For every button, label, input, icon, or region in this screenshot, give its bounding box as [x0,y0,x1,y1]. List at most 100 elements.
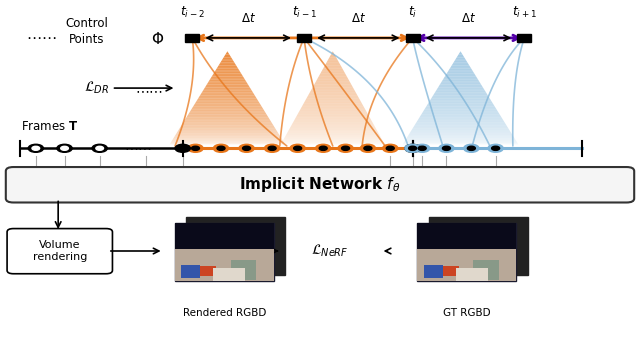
Polygon shape [419,116,502,118]
Polygon shape [179,128,276,130]
Polygon shape [184,119,271,121]
Polygon shape [412,128,509,130]
Circle shape [61,146,68,150]
Polygon shape [188,114,268,116]
Text: $\mathcal{L}_{NeRF}$: $\mathcal{L}_{NeRF}$ [311,243,348,259]
Circle shape [243,146,250,150]
Polygon shape [444,76,477,78]
Text: $t_0^1$: $t_0^1$ [94,167,105,186]
Polygon shape [227,51,228,53]
Polygon shape [287,132,379,133]
Polygon shape [325,64,340,66]
Text: $\cdots\cdots$: $\cdots\cdots$ [26,29,57,44]
Circle shape [290,144,305,152]
Circle shape [418,146,426,150]
Polygon shape [209,80,246,81]
Polygon shape [201,92,254,94]
Text: $\cdots\cdots$: $\cdots\cdots$ [135,83,163,97]
Bar [185,34,199,42]
Polygon shape [223,57,232,59]
Polygon shape [288,130,378,132]
Bar [406,34,420,42]
Circle shape [213,144,228,152]
Bar [200,266,216,276]
Bar [186,217,285,275]
Circle shape [442,146,451,150]
Polygon shape [413,127,508,128]
Polygon shape [423,110,498,111]
Polygon shape [295,118,371,119]
Text: $\Delta t$: $\Delta t$ [461,12,476,25]
Polygon shape [281,143,385,144]
Polygon shape [442,80,479,81]
Polygon shape [296,114,369,116]
Polygon shape [173,138,282,140]
Polygon shape [419,118,502,119]
Polygon shape [324,66,342,67]
Polygon shape [454,61,467,62]
Polygon shape [415,124,506,125]
Polygon shape [214,70,240,72]
Polygon shape [181,124,273,125]
Polygon shape [216,69,239,70]
Text: $t_{i-1}$: $t_{i-1}$ [380,167,401,180]
Text: $t_{i+1}$: $t_{i+1}$ [512,4,537,20]
Polygon shape [458,54,463,56]
Polygon shape [202,91,253,92]
Bar [230,260,256,280]
Circle shape [188,144,203,152]
Polygon shape [291,124,374,125]
Bar [175,249,274,281]
Polygon shape [296,116,370,118]
Polygon shape [415,122,506,124]
Bar [175,223,274,281]
Polygon shape [326,62,340,64]
Polygon shape [301,106,365,108]
Polygon shape [433,94,488,95]
Polygon shape [208,81,247,83]
Polygon shape [328,57,337,59]
Polygon shape [172,140,284,141]
Polygon shape [307,95,358,97]
Text: Control
Points: Control Points [65,17,108,46]
Text: $t_0^0$: $t_0^0$ [59,167,70,186]
Bar [443,266,459,276]
Text: $t_{i-2}$: $t_{i-2}$ [180,4,205,20]
Polygon shape [328,59,338,61]
Polygon shape [300,108,365,110]
Polygon shape [177,130,277,132]
Polygon shape [406,138,515,140]
Polygon shape [408,133,513,135]
Polygon shape [225,53,229,54]
Polygon shape [175,133,279,135]
Polygon shape [298,111,367,113]
Polygon shape [189,111,266,113]
Circle shape [360,144,376,152]
Polygon shape [171,141,284,143]
Polygon shape [440,83,481,84]
Text: $t_0$: $t_0$ [31,167,41,180]
Circle shape [57,144,72,152]
Text: Implicit Network $f_\theta$: Implicit Network $f_\theta$ [239,175,401,194]
Polygon shape [170,143,285,144]
Polygon shape [315,81,350,83]
Circle shape [405,144,420,152]
Polygon shape [406,137,515,138]
Polygon shape [317,78,349,80]
Polygon shape [309,92,356,94]
Bar [456,268,488,281]
Circle shape [294,146,301,150]
Polygon shape [428,103,494,105]
Polygon shape [282,141,384,143]
Polygon shape [282,140,383,141]
Polygon shape [186,118,269,119]
Circle shape [488,144,503,152]
Polygon shape [198,97,257,99]
Bar [175,223,274,249]
Polygon shape [289,128,377,130]
Polygon shape [192,106,262,108]
Polygon shape [203,89,252,91]
Text: $t_{i-2}$: $t_{i-2}$ [172,167,193,180]
Polygon shape [180,125,275,127]
Polygon shape [218,66,237,67]
